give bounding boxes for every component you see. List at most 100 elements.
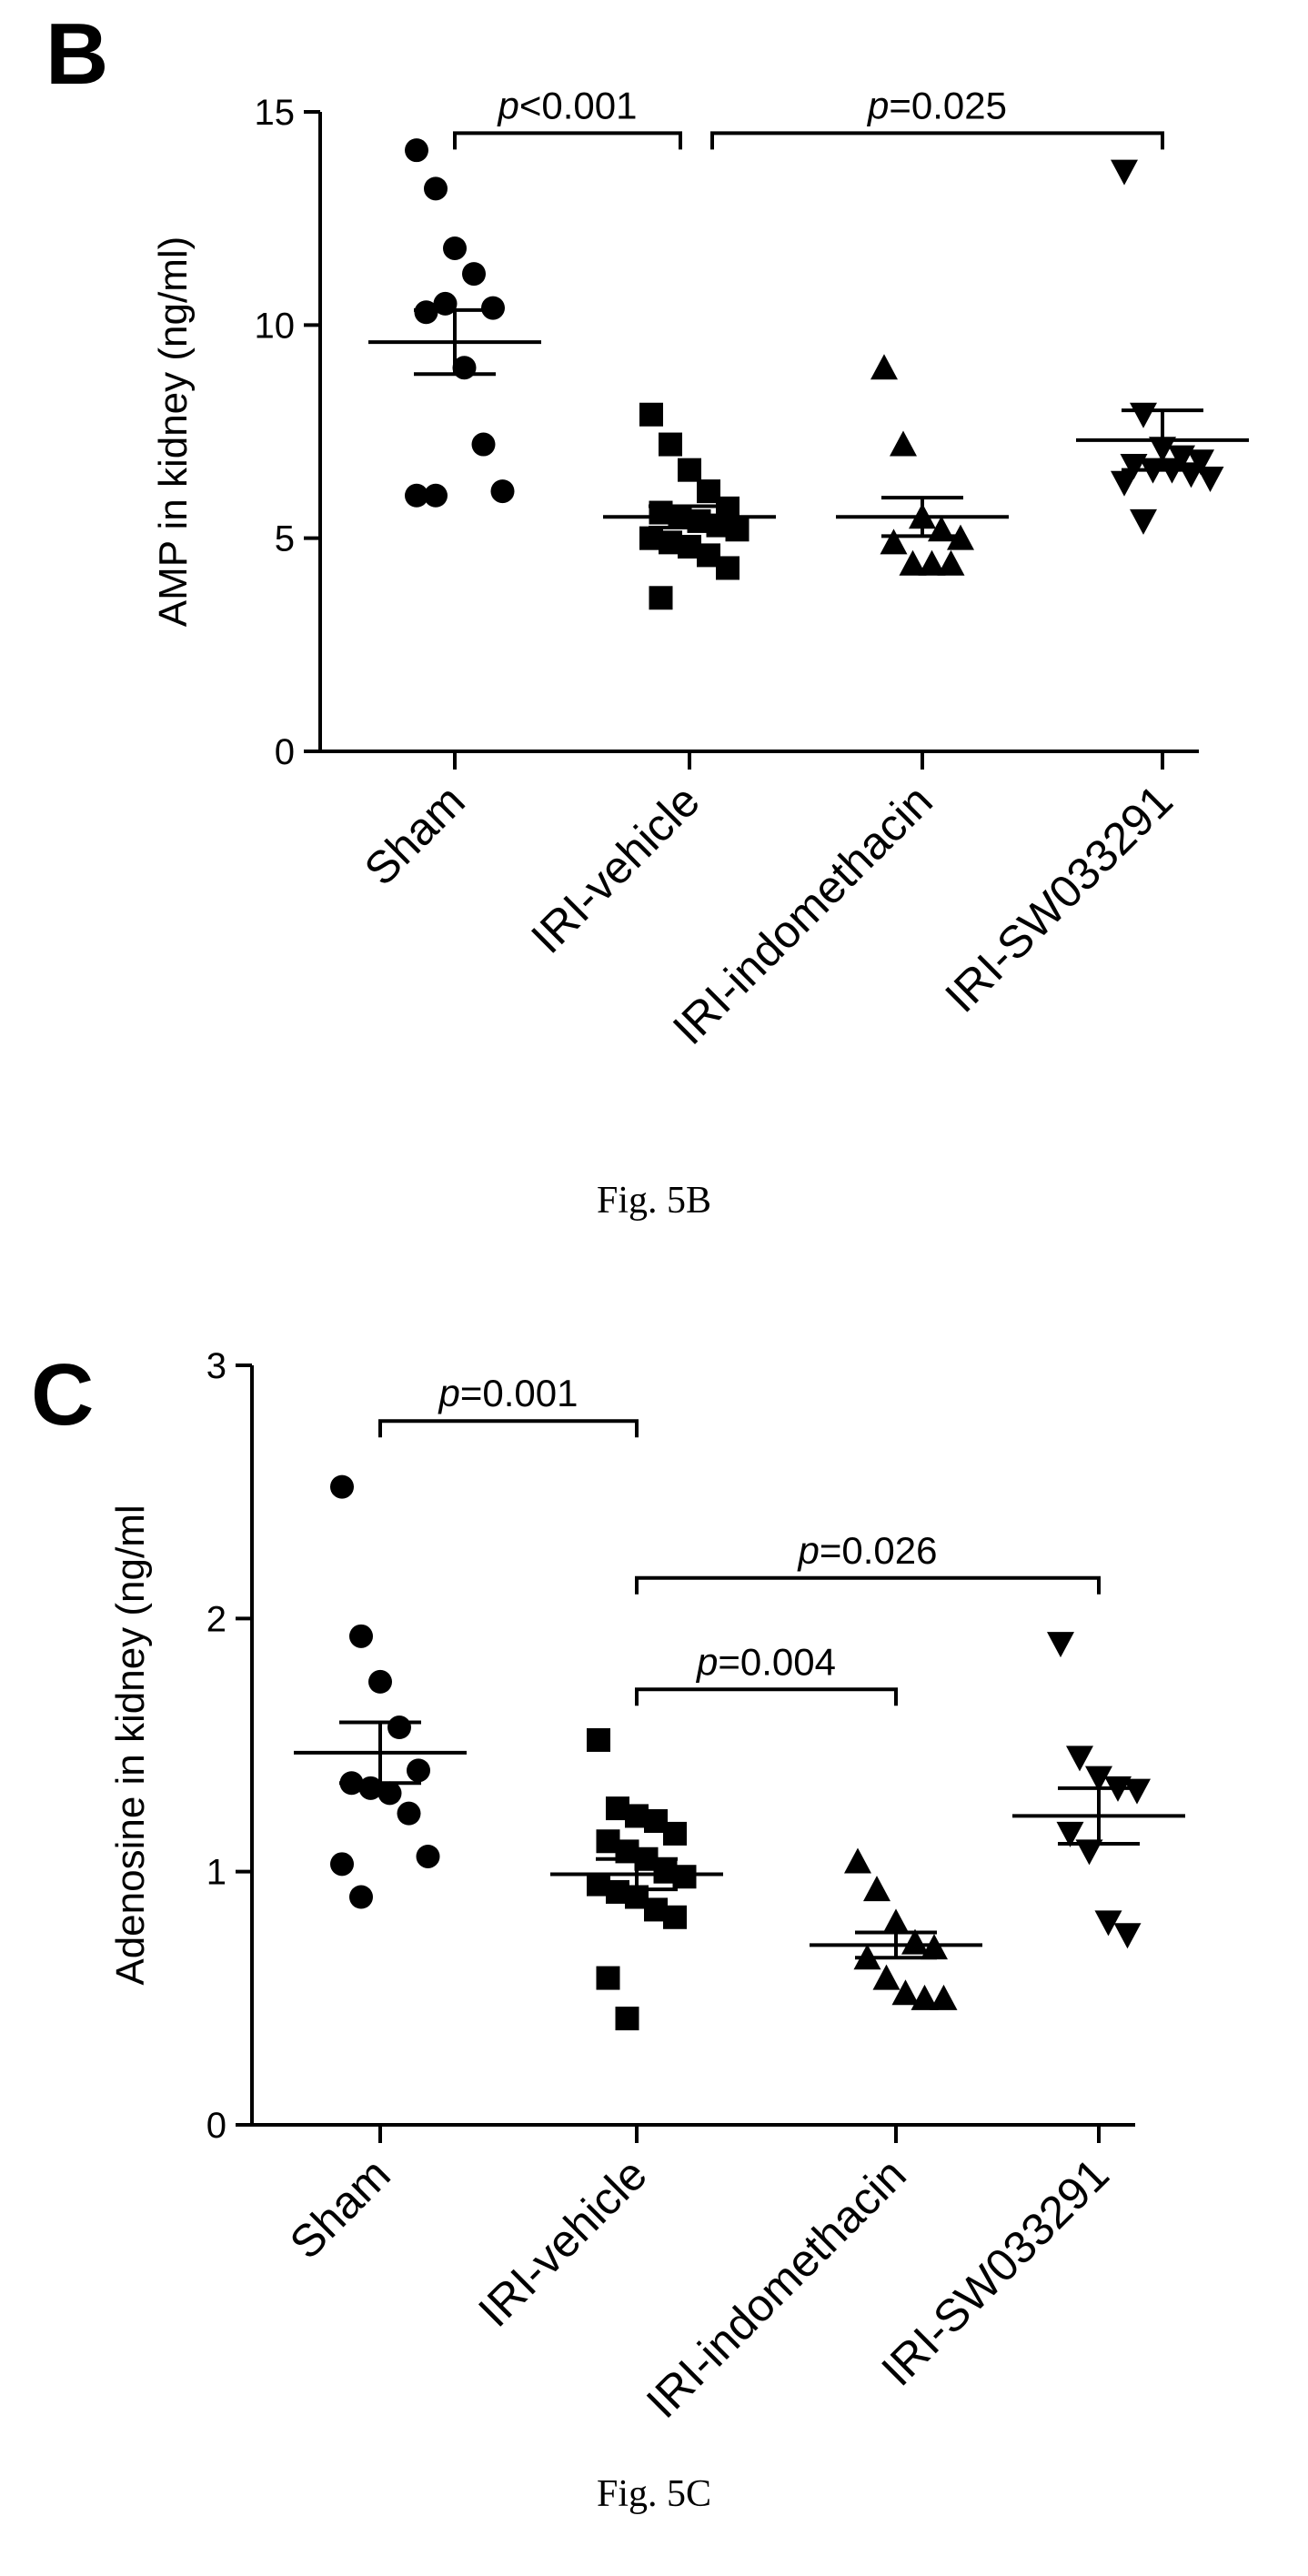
data-point	[918, 549, 946, 576]
x-tick-label: IRI-vehicle	[468, 2148, 657, 2337]
data-point	[899, 549, 927, 576]
figure-panel-c: C 0 1 2 3 Adenosine in kidney (ng/ml Sham IRI-…	[0, 1288, 1308, 2576]
y-tick-label: 1	[206, 1853, 226, 1893]
data-point	[872, 1964, 901, 1990]
data-point	[377, 1781, 402, 1806]
data-point	[1056, 1821, 1084, 1847]
data-point	[1187, 449, 1214, 476]
data-point	[416, 1844, 440, 1868]
p-value: <0.001	[519, 84, 638, 126]
significance-bracket	[635, 1575, 1101, 1595]
y-tick-label: 0	[206, 2106, 226, 2146]
data-point	[349, 1885, 373, 1909]
data-point	[349, 1624, 373, 1648]
data-point	[330, 1474, 354, 1499]
data-point	[844, 1847, 871, 1874]
data-point	[368, 1669, 392, 1694]
data-point	[1123, 1778, 1151, 1805]
data-point	[649, 586, 673, 610]
p-value-label: p<0.001	[497, 84, 638, 126]
p-value-label: p=0.004	[695, 1640, 836, 1683]
data-point	[407, 1758, 430, 1783]
p-symbol: p	[497, 84, 519, 126]
data-point	[937, 549, 965, 576]
p-symbol: p	[695, 1640, 718, 1683]
y-tick-label: 0	[275, 732, 295, 772]
data-point	[596, 1966, 620, 1990]
data-point	[1177, 462, 1205, 488]
adenosine-scatter-chart: 0 1 2 3 Adenosine in kidney (ng/ml Sham IRI-ve…	[108, 1346, 1185, 2428]
figure-caption: Fig. 5C	[596, 2473, 712, 2515]
p-value: =0.004	[718, 1640, 836, 1683]
panel-label: B	[45, 5, 109, 103]
x-tick-label: Sham	[355, 775, 475, 895]
p-value: =0.026	[820, 1529, 938, 1572]
p-value-label: p=0.025	[866, 84, 1007, 126]
data-point	[639, 402, 663, 427]
data-point	[424, 176, 448, 201]
data-point	[490, 479, 515, 504]
significance-bracket	[453, 131, 682, 150]
p-value: =0.001	[460, 1372, 579, 1414]
data-point	[863, 1876, 890, 1902]
p-value: =0.025	[889, 84, 1007, 126]
y-tick-label: 15	[255, 93, 296, 133]
data-point	[882, 1908, 910, 1935]
data-point	[1111, 470, 1138, 497]
data-point	[663, 1905, 687, 1929]
x-tick-label: IRI-vehicle	[521, 775, 709, 963]
data-point	[911, 1984, 939, 2010]
data-point	[587, 1727, 610, 1752]
p-symbol: p	[866, 84, 889, 126]
data-point	[481, 296, 505, 320]
data-point	[443, 236, 467, 260]
data-point	[901, 1928, 929, 1955]
data-point	[405, 138, 428, 163]
data-point	[659, 432, 682, 457]
y-tick-label: 2	[206, 1599, 226, 1639]
data-point	[716, 556, 740, 580]
data-point	[387, 1716, 411, 1740]
data-point	[1094, 1910, 1122, 1937]
data-point	[1130, 402, 1157, 428]
data-point	[1047, 1632, 1074, 1658]
data-point	[615, 2007, 639, 2031]
x-tick-label: Sham	[280, 2148, 400, 2269]
data-point	[330, 1852, 354, 1877]
data-point	[462, 262, 486, 287]
significance-bracket	[635, 1687, 898, 1706]
data-point	[725, 518, 750, 542]
x-tick-label: IRI-SW033291	[935, 775, 1182, 1021]
p-value-label: p=0.026	[797, 1529, 938, 1572]
data-point	[471, 432, 496, 457]
data-point	[1075, 1839, 1103, 1866]
data-point	[424, 483, 448, 508]
data-point	[1066, 1746, 1093, 1772]
panel-label: C	[31, 1346, 95, 1444]
data-point	[1085, 1766, 1112, 1792]
data-point	[1130, 508, 1157, 535]
data-point	[1111, 159, 1138, 186]
data-point	[890, 430, 917, 457]
y-tick-label: 5	[275, 519, 295, 559]
data-point	[930, 1984, 958, 2010]
amp-scatter-chart: 0 5 10 15 AMP in kidney (ng/ml) Sham IRI-vehic…	[151, 84, 1249, 1054]
data-point	[405, 483, 428, 508]
x-tick-label: IRI-indomethacin	[663, 775, 942, 1054]
y-tick-label: 3	[206, 1346, 226, 1386]
x-tick-label: IRI-indomethacin	[637, 2148, 916, 2428]
data-point	[672, 1865, 697, 1889]
data-point	[414, 300, 438, 325]
data-point	[663, 1821, 687, 1846]
y-axis-label: AMP in kidney (ng/ml)	[151, 236, 196, 628]
data-point	[880, 528, 908, 555]
data-point	[870, 354, 898, 380]
data-point	[1113, 1923, 1142, 1949]
data-point	[678, 458, 701, 482]
significance-bracket	[710, 131, 1164, 150]
p-value-label: p=0.001	[438, 1372, 579, 1414]
y-tick-label: 10	[255, 306, 296, 346]
p-symbol: p	[797, 1529, 820, 1572]
p-symbol: p	[438, 1372, 460, 1414]
data-point	[1196, 467, 1224, 493]
